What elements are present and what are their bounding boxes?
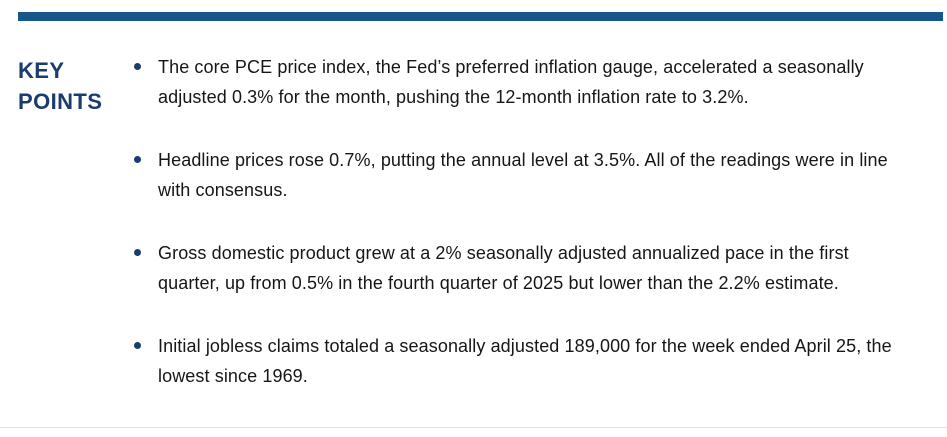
key-points-heading: KEY POINTS (18, 58, 103, 114)
list-item: Initial jobless claims totaled a seasona… (134, 331, 909, 391)
bullet-icon (134, 342, 141, 349)
list-item: The core PCE price index, the Fed’s pref… (134, 52, 909, 112)
bullet-text: Headline prices rose 0.7%, putting the a… (158, 150, 888, 200)
bullet-icon (134, 63, 141, 70)
bottom-divider (0, 427, 947, 428)
bullet-icon (134, 249, 141, 256)
list-item: Headline prices rose 0.7%, putting the a… (134, 145, 909, 205)
bullet-icon (134, 156, 141, 163)
bullet-text: Initial jobless claims totaled a seasona… (158, 336, 892, 386)
key-points-list: The core PCE price index, the Fed’s pref… (134, 52, 909, 391)
bullet-text: The core PCE price index, the Fed’s pref… (158, 57, 864, 107)
list-item: Gross domestic product grew at a 2% seas… (134, 238, 909, 298)
bullet-text: Gross domestic product grew at a 2% seas… (158, 243, 849, 293)
top-accent-bar (18, 12, 943, 21)
key-points-content: KEY POINTS The core PCE price index, the… (18, 52, 933, 391)
